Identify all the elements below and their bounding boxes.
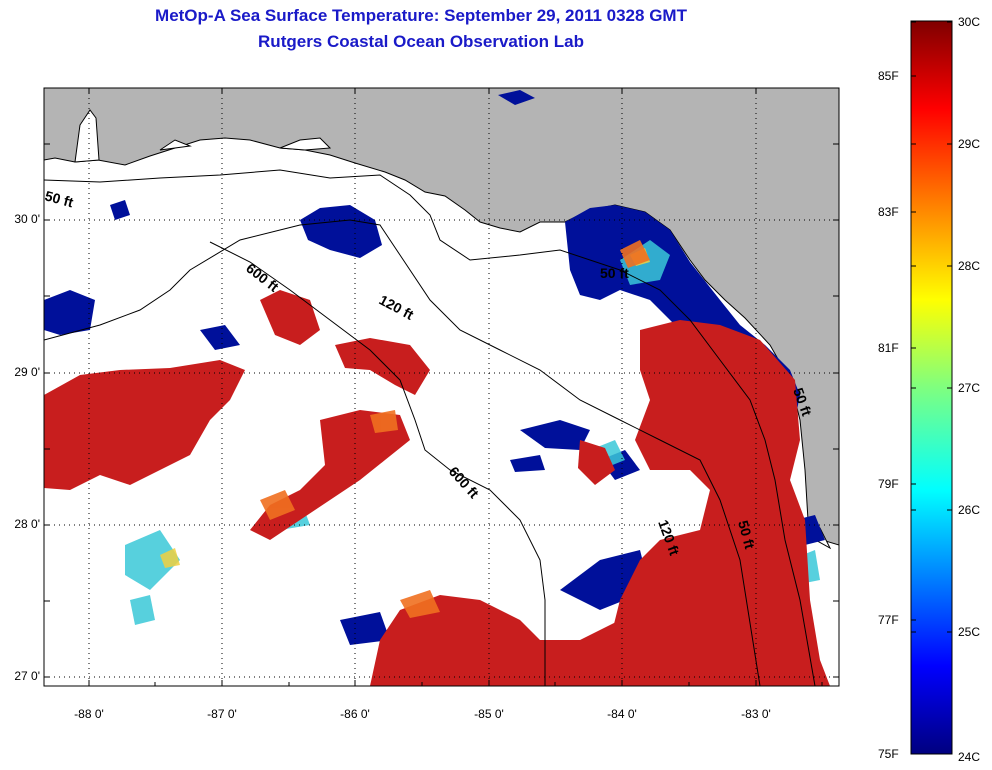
colorbar-c-label: 30C (958, 15, 981, 29)
colorbar-f-label: 81F (878, 341, 899, 355)
axis-ticks (44, 88, 839, 686)
lon-label: -83 0' (741, 707, 771, 721)
lon-label: -85 0' (474, 707, 504, 721)
colorbar-f-label: 75F (878, 747, 899, 761)
colorbar-f-label: 77F (878, 613, 899, 627)
orange-sst-patches (260, 240, 650, 618)
colorbar-c-label: 24C (958, 750, 981, 764)
colorbar-c-label: 25C (958, 625, 981, 639)
lon-label: -88 0' (74, 707, 104, 721)
colorbar-f-label: 79F (878, 477, 899, 491)
map-title: MetOp-A Sea Surface Temperature: Septemb… (155, 6, 687, 25)
lat-label: 28 0' (14, 517, 40, 531)
colorbar-c-label: 28C (958, 259, 981, 273)
bathymetry-contours (44, 169, 816, 686)
lat-label: 29 0' (14, 365, 40, 379)
mobile-bay (74, 109, 100, 163)
choctawhatchee-bay (279, 137, 332, 151)
warm-sst-patches (44, 290, 830, 686)
colorbar (910, 20, 953, 755)
lon-label: -86 0' (340, 707, 370, 721)
map-subtitle: Rutgers Coastal Ocean Observation Lab (258, 32, 584, 51)
colorbar-c-label: 27C (958, 381, 981, 395)
contour-label: 50 ft (600, 265, 629, 281)
contour-label: 50 ft (43, 187, 75, 210)
colorbar-c-label: 26C (958, 503, 981, 517)
colorbar-ticks (911, 21, 952, 633)
lat-label: 27 0' (14, 669, 40, 683)
colorbar-c-label: 29C (958, 137, 981, 151)
lat-label: 30 0' (14, 212, 40, 226)
pensacola-bay (159, 139, 192, 151)
contour-label: 50 ft (735, 519, 758, 551)
colorbar-f-label: 83F (878, 205, 899, 219)
lon-label: -87 0' (207, 707, 237, 721)
lon-label: -84 0' (607, 707, 637, 721)
colorbar-f-label: 85F (878, 69, 899, 83)
